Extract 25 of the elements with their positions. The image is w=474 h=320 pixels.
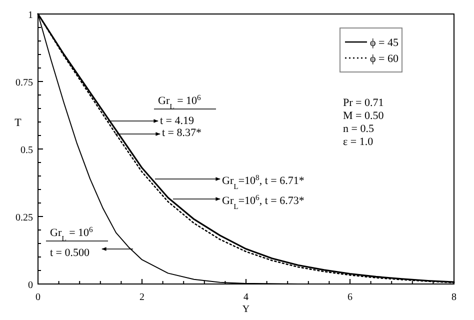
annotation: n = 0.5 [343, 123, 374, 135]
y-tick-label: 0.25 [16, 212, 33, 224]
x-tick-label: 4 [244, 292, 248, 303]
annotation: M = 0.50 [343, 110, 384, 122]
annotation: Gr$_{L}$ = 10$^{6}$ [158, 92, 202, 110]
x-tick-label: 8 [452, 292, 456, 303]
annotation: t = 4.19 [160, 115, 195, 127]
annotation: ε = 1.0 [343, 136, 374, 148]
annotation: Gr$_{L}$=10$^{8}$, t = 6.71* [222, 172, 304, 190]
annotation: Gr$_{L}$=10$^{6}$, t = 6.73* [222, 192, 304, 210]
y-tick-label: 0 [28, 280, 33, 291]
x-axis-title: Y [242, 304, 250, 315]
annotation: Gr$_{L}$ = 10$^{6}$ [50, 224, 94, 242]
y-tick-label: 0.5 [20, 145, 33, 156]
annotation: t = 8.37* [162, 127, 202, 139]
x-tick-label: 2 [140, 292, 144, 303]
legend-label: ϕ = 45 [370, 37, 399, 49]
legend-label: ϕ = 60 [370, 53, 399, 65]
y-tick-label: 0.75 [16, 78, 33, 88]
y-axis-title: T [14, 117, 22, 129]
annotation: t = 0.500 [50, 247, 90, 259]
x-tick-label: 0 [36, 292, 40, 303]
annotation: Pr = 0.71 [343, 97, 384, 109]
y-tick-label: 1 [28, 10, 33, 21]
x-tick-label: 6 [348, 292, 352, 303]
